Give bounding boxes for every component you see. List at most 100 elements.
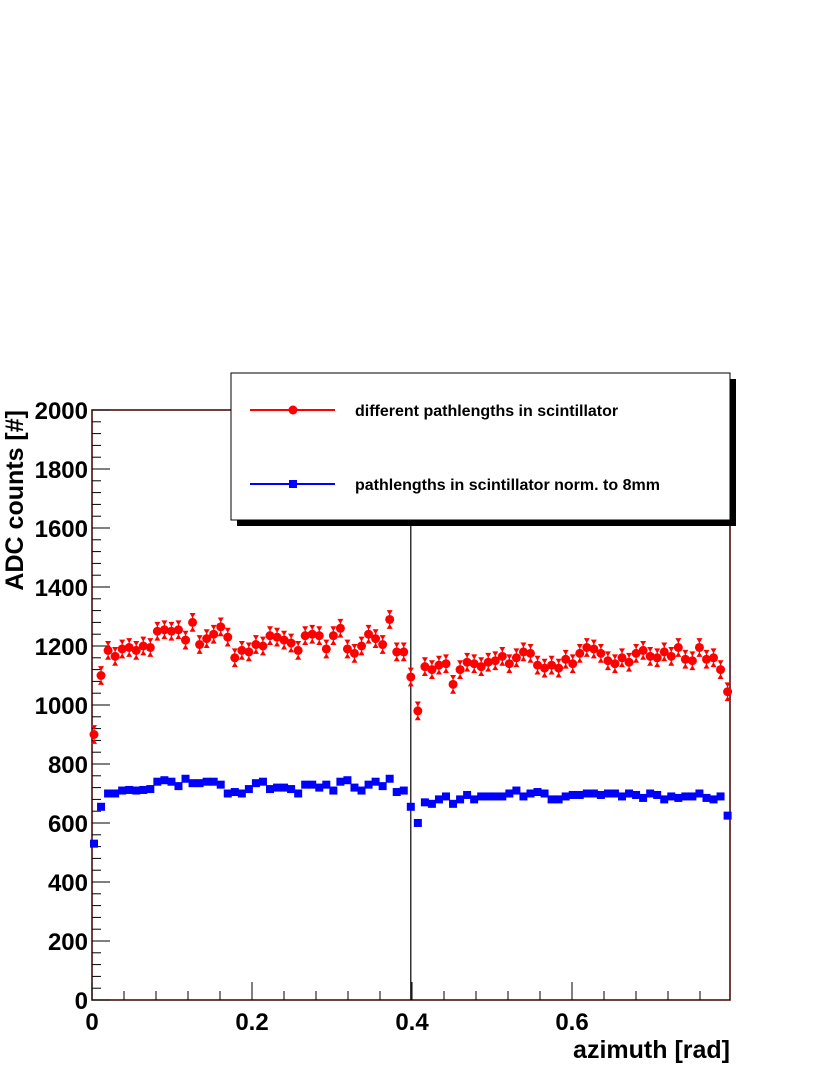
data-point	[462, 657, 472, 667]
error-cap	[203, 629, 210, 648]
error-cap	[492, 651, 499, 671]
x-axis-title: azimuth [rad]	[573, 1036, 730, 1064]
error-cap	[295, 641, 302, 660]
data-point	[463, 790, 472, 799]
y-tick-label: 1200	[35, 634, 88, 661]
error-cap	[407, 667, 414, 687]
data-point	[315, 783, 324, 792]
data-point	[244, 785, 253, 794]
data-point	[420, 662, 430, 672]
data-point	[469, 659, 479, 669]
data-point	[385, 614, 395, 624]
error-cap	[147, 638, 154, 657]
data-point	[371, 634, 381, 644]
error-cap	[210, 624, 217, 644]
error-cap	[288, 633, 295, 653]
data-point	[639, 793, 648, 802]
data-point	[652, 653, 662, 663]
error-cap	[619, 648, 625, 668]
data-point	[653, 790, 662, 799]
error-cap	[661, 642, 668, 662]
data-point	[427, 799, 436, 808]
data-point	[709, 653, 719, 663]
legend-box	[230, 372, 731, 521]
data-point	[716, 665, 726, 675]
data-point	[603, 656, 613, 666]
data-point	[582, 642, 592, 652]
data-point	[568, 659, 578, 669]
data-point	[188, 617, 198, 627]
data-point	[173, 625, 183, 635]
y-tick-label: 2000	[35, 398, 88, 425]
data-point	[610, 789, 619, 798]
data-point	[301, 780, 310, 789]
data-point	[237, 789, 246, 798]
error-cap	[379, 635, 386, 654]
data-point	[265, 631, 275, 641]
data-point	[632, 790, 641, 799]
data-point	[596, 648, 606, 658]
error-cap	[119, 639, 126, 659]
error-cap	[154, 621, 161, 641]
data-point	[589, 789, 598, 798]
error-cap	[703, 649, 710, 669]
error-cap	[668, 646, 675, 666]
error-cap	[443, 654, 449, 674]
data-point	[505, 789, 514, 798]
data-point	[385, 774, 394, 783]
data-point	[687, 656, 697, 666]
error-cap	[358, 636, 365, 656]
error-cap	[633, 644, 640, 663]
data-point	[442, 792, 450, 801]
error-cap	[471, 654, 478, 674]
x-tick-label: 0.4	[395, 1009, 429, 1036]
data-point	[103, 645, 113, 655]
data-point	[138, 641, 148, 651]
data-point	[413, 706, 423, 716]
data-point	[659, 647, 669, 657]
data-point	[477, 792, 486, 801]
error-cap	[527, 644, 534, 663]
x-tick-label: 0.6	[555, 1009, 588, 1036]
data-point	[723, 687, 733, 697]
error-cap	[393, 642, 400, 662]
data-point	[568, 790, 577, 799]
data-point	[336, 777, 345, 786]
data-point	[702, 793, 711, 802]
data-point	[145, 642, 155, 652]
error-cap	[414, 701, 421, 721]
error-cap	[611, 654, 618, 674]
data-point	[434, 795, 443, 804]
data-point	[631, 648, 641, 658]
data-point	[132, 786, 141, 795]
data-point	[610, 659, 620, 669]
error-cap	[604, 651, 611, 671]
data-point	[328, 631, 338, 641]
data-point	[589, 644, 599, 654]
y-tick-label: 1800	[35, 457, 88, 484]
data-point	[125, 785, 134, 794]
data-point	[230, 788, 239, 797]
data-point	[329, 786, 338, 795]
data-point	[216, 780, 225, 789]
data-point	[646, 789, 655, 798]
data-point	[209, 629, 219, 639]
data-point	[258, 641, 268, 651]
error-cap	[245, 642, 252, 662]
data-point	[540, 789, 549, 798]
data-point	[575, 648, 585, 658]
data-point	[251, 779, 260, 788]
data-point	[406, 672, 416, 682]
data-point	[456, 795, 465, 804]
data-point	[680, 654, 690, 664]
error-cap	[351, 644, 358, 663]
data-point	[448, 679, 458, 689]
data-point	[166, 626, 176, 636]
y-tick-label: 800	[48, 752, 88, 779]
data-point	[497, 651, 507, 661]
data-point	[483, 657, 493, 667]
data-point	[511, 653, 521, 663]
error-cap	[654, 648, 661, 668]
data-point	[625, 789, 634, 798]
data-point	[139, 785, 148, 794]
